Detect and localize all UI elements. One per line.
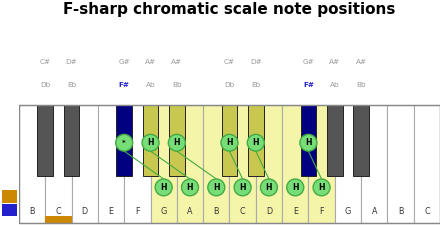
Ellipse shape (169, 134, 185, 151)
Ellipse shape (313, 179, 330, 196)
Text: G#: G# (118, 59, 130, 65)
Bar (256, 105, 282, 223)
Text: basicmusictheory.com: basicmusictheory.com (7, 79, 12, 137)
Text: E: E (109, 207, 114, 216)
Text: D#: D# (250, 59, 262, 65)
Bar (124, 105, 150, 223)
Bar (45, 216, 72, 223)
Bar (45, 105, 72, 223)
Text: H: H (173, 138, 180, 147)
Text: C: C (424, 207, 429, 216)
Text: C#: C# (40, 59, 51, 65)
Bar (19, 105, 45, 223)
Bar (308, 105, 335, 223)
Bar (353, 105, 369, 176)
Text: B: B (213, 207, 219, 216)
Bar (361, 105, 387, 223)
Bar (203, 105, 230, 223)
Text: H: H (239, 183, 246, 192)
Bar (222, 105, 237, 176)
Ellipse shape (142, 134, 159, 151)
Ellipse shape (247, 134, 264, 151)
Text: A#: A# (171, 59, 183, 65)
Text: H: H (318, 183, 325, 192)
Bar (64, 105, 80, 176)
Ellipse shape (155, 179, 172, 196)
Bar (72, 105, 98, 223)
Bar (2, 204, 17, 216)
Text: H: H (147, 138, 154, 147)
Ellipse shape (181, 179, 198, 196)
Bar (387, 105, 414, 223)
Bar (335, 105, 361, 223)
Text: H: H (292, 183, 298, 192)
Text: A: A (371, 207, 377, 216)
Text: G#: G# (303, 59, 314, 65)
Bar (150, 105, 177, 223)
Bar (414, 105, 440, 223)
Text: C: C (55, 207, 61, 216)
Text: H: H (253, 138, 259, 147)
Text: F: F (135, 207, 139, 216)
Bar (116, 105, 132, 176)
Ellipse shape (260, 179, 278, 196)
Ellipse shape (208, 179, 225, 196)
Text: C: C (240, 207, 246, 216)
Bar (177, 105, 203, 223)
Bar (98, 105, 124, 223)
Ellipse shape (221, 134, 238, 151)
Text: H: H (226, 138, 233, 147)
Ellipse shape (300, 134, 317, 151)
Text: H: H (213, 183, 220, 192)
Text: D: D (82, 207, 88, 216)
Text: Bb: Bb (172, 81, 182, 88)
Bar (169, 105, 185, 176)
Bar (37, 105, 53, 176)
Bar (2, 190, 17, 202)
Ellipse shape (287, 179, 304, 196)
Text: Ab: Ab (330, 81, 340, 88)
Text: Db: Db (40, 81, 50, 88)
Ellipse shape (116, 134, 133, 151)
Text: D: D (266, 207, 272, 216)
Text: H: H (161, 183, 167, 192)
Text: F#: F# (119, 81, 130, 88)
Text: C#: C# (224, 59, 235, 65)
Bar (230, 105, 256, 223)
Bar (301, 105, 316, 176)
Text: A#: A# (145, 59, 156, 65)
Text: G: G (161, 207, 167, 216)
Bar (282, 105, 308, 223)
Text: G: G (345, 207, 351, 216)
Text: Eb: Eb (251, 81, 260, 88)
Text: F-sharp chromatic scale note positions: F-sharp chromatic scale note positions (63, 2, 396, 17)
Bar (19, 105, 440, 223)
Text: Eb: Eb (67, 81, 76, 88)
Text: H: H (305, 138, 312, 147)
Text: H: H (187, 183, 193, 192)
Text: D#: D# (66, 59, 77, 65)
Text: *: * (122, 140, 126, 146)
Text: A: A (187, 207, 193, 216)
Text: Db: Db (224, 81, 235, 88)
Text: A#: A# (356, 59, 367, 65)
Text: B: B (398, 207, 403, 216)
Text: B: B (29, 207, 35, 216)
Text: Ab: Ab (146, 81, 155, 88)
Text: A#: A# (329, 59, 340, 65)
Text: E: E (293, 207, 298, 216)
Bar (327, 105, 343, 176)
Text: H: H (266, 183, 272, 192)
Bar (248, 105, 264, 176)
Ellipse shape (234, 179, 251, 196)
Text: F#: F# (303, 81, 314, 88)
Text: Bb: Bb (356, 81, 366, 88)
Text: F: F (319, 207, 324, 216)
Bar (143, 105, 158, 176)
